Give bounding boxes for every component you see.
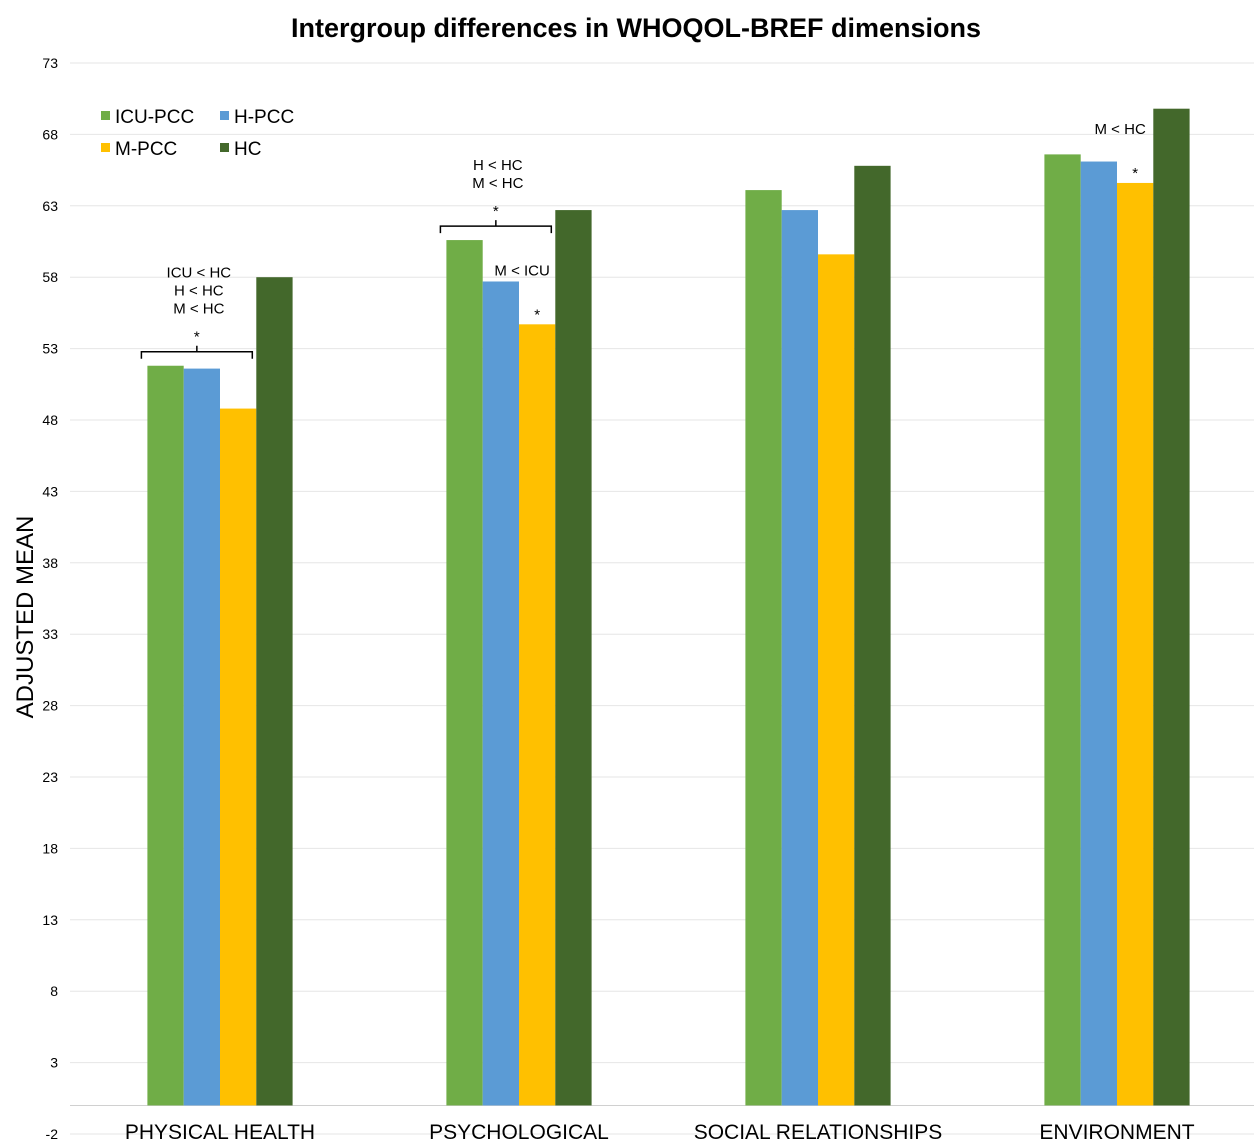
y-tick-label: -2: [46, 1126, 59, 1142]
annotation-text: ICU < HC: [167, 265, 232, 282]
legend-swatch: [220, 143, 229, 152]
significance-marker: *: [493, 203, 499, 220]
bar-hc-0: [256, 277, 293, 1106]
y-tick-label: 38: [42, 555, 58, 571]
bar-icu-pcc-1: [446, 240, 483, 1106]
bar-m-pcc-0: [220, 408, 257, 1106]
legend: ICU-PCC H-PCC M-PCC HC: [101, 107, 294, 160]
x-category-label: ENVIRONMENT: [1039, 1121, 1194, 1143]
significance-marker: *: [534, 306, 540, 323]
bar-m-pcc-3: [1117, 182, 1154, 1106]
annotation-text: M < HC: [472, 175, 523, 192]
y-axis-label: ADJUSTED MEAN: [12, 516, 39, 719]
legend-entry: HC: [234, 139, 261, 160]
y-tick-label: 13: [42, 912, 58, 928]
y-tick-label: 18: [42, 840, 58, 856]
chart-title: Intergroup differences in WHOQOL-BREF di…: [291, 13, 981, 43]
annotations: *ICU < HCH < HCM < HC*H < HCM < HC*M < I…: [140, 121, 1146, 359]
significance-bracket: [140, 345, 254, 359]
legend-entry: M-PCC: [115, 139, 177, 160]
y-tick-label: 23: [42, 769, 58, 785]
bar-h-pcc-1: [482, 281, 519, 1106]
x-category-label: SOCIAL RELATIONSHIPS: [694, 1121, 943, 1143]
bar-icu-pcc-0: [147, 365, 184, 1106]
annotation-text: H < HC: [473, 157, 523, 174]
y-tick-label: 43: [42, 483, 58, 499]
bar-h-pcc-3: [1080, 161, 1117, 1106]
bar-hc-3: [1153, 108, 1190, 1106]
y-tick-label: 73: [42, 55, 58, 71]
annotation-text: H < HC: [174, 283, 224, 300]
y-tick-label: 63: [42, 198, 58, 214]
significance-marker: *: [194, 329, 200, 346]
legend-entry: ICU-PCC: [115, 107, 194, 128]
legend-swatch: [101, 111, 110, 120]
y-tick-label: 8: [50, 983, 58, 999]
bar-hc-1: [555, 210, 592, 1106]
x-category-label: PHYSICAL HEALTH: [125, 1121, 315, 1143]
bar-m-pcc-1: [519, 324, 556, 1106]
x-category-label: PSYCHOLOGICAL: [429, 1121, 609, 1143]
bar-icu-pcc-2: [745, 190, 782, 1106]
y-tick-label: 48: [42, 412, 58, 428]
significance-marker: *: [1132, 165, 1138, 182]
annotation-text: M < HC: [173, 301, 224, 318]
legend-entry: H-PCC: [234, 107, 294, 128]
legend-swatch: [220, 111, 229, 120]
legend-swatch: [101, 143, 110, 152]
bar-hc-2: [854, 165, 891, 1106]
y-tick-label: 68: [42, 126, 58, 142]
y-tick-label: 53: [42, 341, 58, 357]
x-axis-categories: PHYSICAL HEALTH PSYCHOLOGICAL SOCIAL RELAT…: [125, 1121, 1195, 1143]
bar-icu-pcc-3: [1044, 154, 1081, 1106]
annotation-text: M < HC: [1095, 121, 1146, 138]
y-tick-label: 3: [50, 1055, 58, 1071]
bars: [147, 108, 1190, 1106]
y-tick-label: 58: [42, 269, 58, 285]
significance-bracket: [439, 220, 553, 234]
y-tick-label: 33: [42, 626, 58, 642]
bar-h-pcc-2: [781, 210, 818, 1106]
bar-m-pcc-2: [818, 254, 855, 1106]
annotation-text: M < ICU: [494, 262, 549, 279]
y-tick-label: 28: [42, 698, 58, 714]
bar-h-pcc-0: [183, 368, 220, 1106]
